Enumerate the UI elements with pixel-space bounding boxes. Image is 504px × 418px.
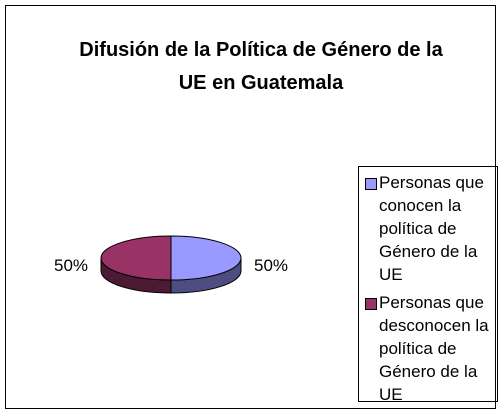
data-label: 50% [54, 256, 88, 275]
legend-entry: Personas que conocen la política de Géne… [365, 171, 497, 286]
legend-label: Personas que conocen la política de Géne… [379, 173, 484, 284]
legend: Personas que conocen la política de Géne… [358, 166, 498, 404]
legend-entry: Personas que desconocen la política de G… [365, 291, 497, 406]
pie-chart: 50% 50% [54, 235, 288, 294]
pie-slice [100, 235, 172, 281]
legend-label: Personas que desconocen la política de G… [379, 293, 489, 404]
legend-swatch [365, 178, 377, 190]
chart-title: Difusión de la Política de Género de la … [79, 39, 443, 94]
legend-swatch [365, 298, 377, 310]
chart-frame: Difusión de la Política de Género de la … [5, 5, 498, 409]
data-label: 50% [254, 256, 288, 275]
pie-slice [170, 235, 242, 281]
